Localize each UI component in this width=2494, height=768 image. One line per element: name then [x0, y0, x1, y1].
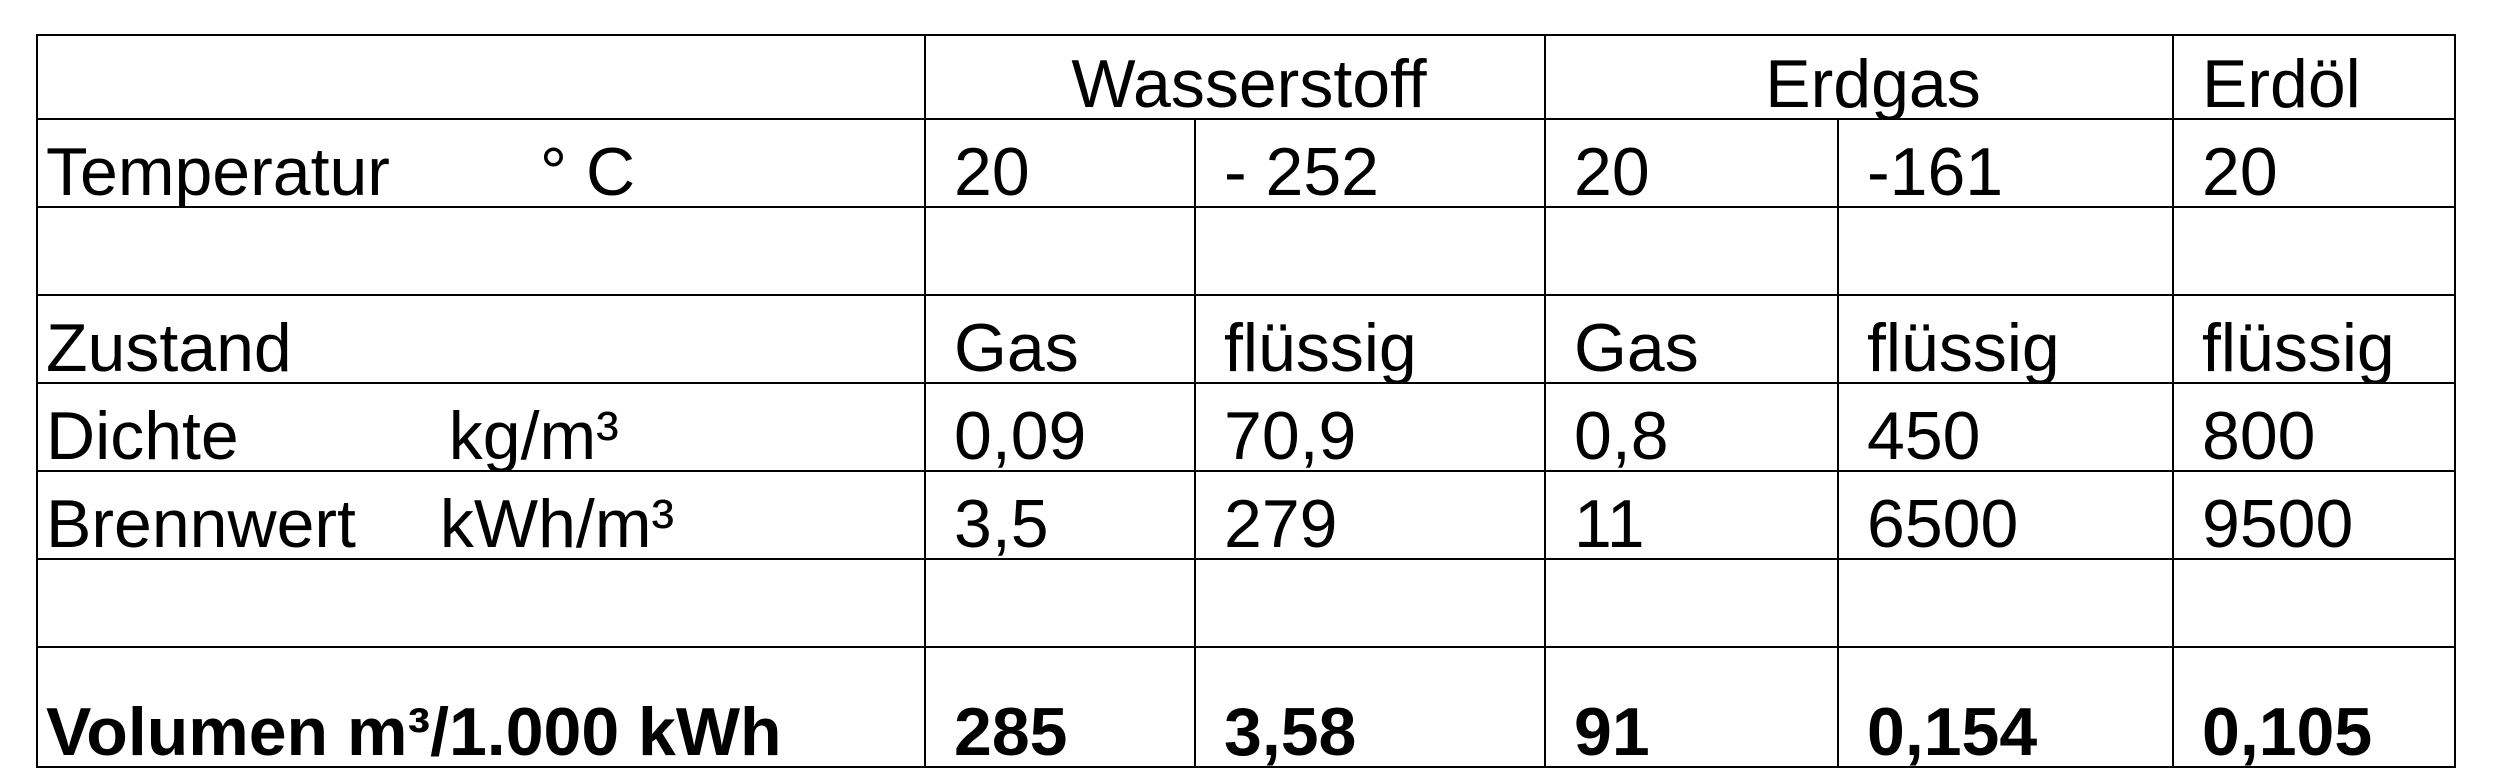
table-cell: 11 — [1544, 470, 1839, 560]
table-cell: 70,9 — [1194, 382, 1546, 472]
group-header-wasserstoff: Wasserstoff — [924, 34, 1546, 120]
table-cell: 3,5 — [924, 470, 1196, 560]
table-cell: 0,09 — [924, 382, 1196, 472]
empty-cell — [2172, 206, 2456, 296]
row-label-dichte: Dichte kg/m³ — [36, 382, 926, 472]
table-cell: 285 — [924, 646, 1196, 768]
row-label-brennwert: Brennwert kWh/m³ — [36, 470, 926, 560]
table-cell: 91 — [1544, 646, 1839, 768]
table-row-temperatur: Temperatur ° C 20 - 252 20 -161 20 — [36, 118, 2456, 208]
empty-cell — [1544, 558, 1839, 648]
label-text: Brennwert — [46, 486, 356, 559]
group-header-erdgas: Erdgas — [1544, 34, 2174, 120]
empty-cell — [36, 558, 926, 648]
table-cell: 279 — [1194, 470, 1546, 560]
label-text: Temperatur — [46, 134, 390, 207]
empty-corner-cell — [36, 34, 926, 120]
fuel-comparison-table: Wasserstoff Erdgas Erdöl Temperatur ° C 2… — [36, 34, 2456, 768]
table-row-blank — [36, 558, 2456, 648]
empty-cell — [924, 206, 1196, 296]
table-row-dichte: Dichte kg/m³ 0,09 70,9 0,8 450 800 — [36, 382, 2456, 472]
empty-cell — [1544, 206, 1839, 296]
table-row-brennwert: Brennwert kWh/m³ 3,5 279 11 6500 9500 — [36, 470, 2456, 560]
empty-cell — [36, 206, 926, 296]
table-cell: 20 — [1544, 118, 1839, 208]
table-row-zustand: Zustand Gas flüssig Gas flüssig flüssig — [36, 294, 2456, 384]
table-row-header: Wasserstoff Erdgas Erdöl — [36, 34, 2456, 120]
table-cell: Gas — [1544, 294, 1839, 384]
table-cell: 800 — [2172, 382, 2456, 472]
table-cell: flüssig — [1837, 294, 2174, 384]
unit-text: ° C — [539, 134, 636, 207]
table-cell: - 252 — [1194, 118, 1546, 208]
table-cell: 9500 — [2172, 470, 2456, 560]
label-text: Dichte — [46, 398, 239, 471]
row-label-zustand: Zustand — [36, 294, 926, 384]
table-cell: flüssig — [2172, 294, 2456, 384]
unit-text: kg/m³ — [448, 398, 619, 471]
table-row-volumen: Volumen m³/1.000 kWh 285 3,58 91 0,154 0… — [36, 646, 2456, 768]
empty-cell — [1837, 558, 2174, 648]
label-text: Zustand — [46, 310, 292, 383]
table-cell: 3,58 — [1194, 646, 1546, 768]
group-header-erdoel: Erdöl — [2172, 34, 2456, 120]
row-label-volumen: Volumen m³/1.000 kWh — [36, 646, 926, 768]
empty-cell — [1194, 558, 1546, 648]
empty-cell — [1194, 206, 1546, 296]
table-cell: 20 — [2172, 118, 2456, 208]
table-cell: 0,154 — [1837, 646, 2174, 768]
empty-cell — [1837, 206, 2174, 296]
table-cell: 0,8 — [1544, 382, 1839, 472]
unit-text: kWh/m³ — [439, 486, 675, 559]
row-label-temperatur: Temperatur ° C — [36, 118, 926, 208]
table-cell: 20 — [924, 118, 1196, 208]
table-cell: 6500 — [1837, 470, 2174, 560]
empty-cell — [924, 558, 1196, 648]
table-row-blank — [36, 206, 2456, 296]
table-cell: Gas — [924, 294, 1196, 384]
table-cell: 0,105 — [2172, 646, 2456, 768]
empty-cell — [2172, 558, 2456, 648]
table-cell: -161 — [1837, 118, 2174, 208]
table-cell: 450 — [1837, 382, 2174, 472]
table-cell: flüssig — [1194, 294, 1546, 384]
